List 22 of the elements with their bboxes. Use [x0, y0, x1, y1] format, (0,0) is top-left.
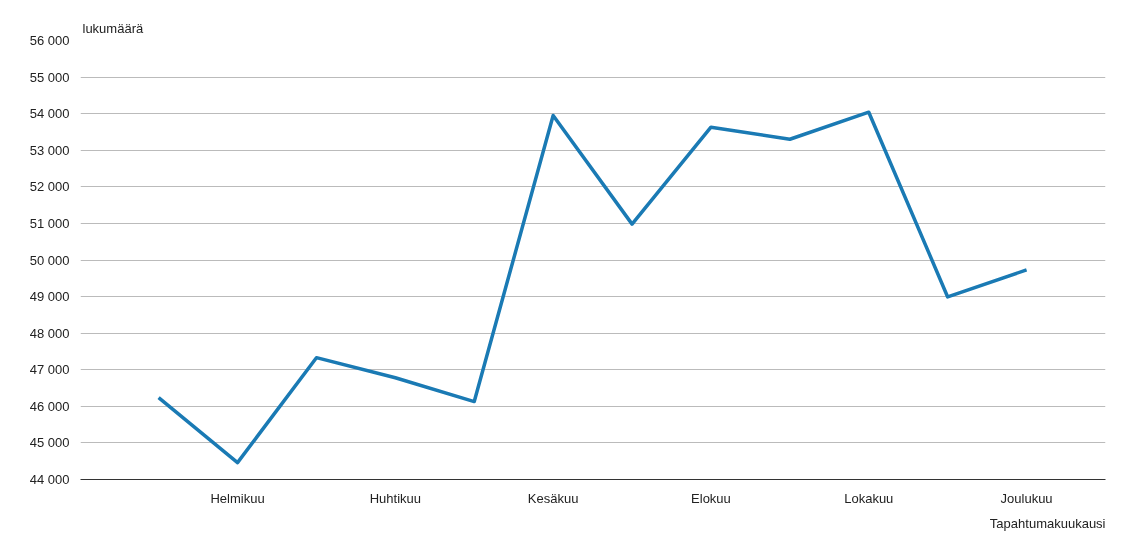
y-tick-label: 51 000	[29, 215, 70, 231]
x-tick-label: Kesäkuu	[527, 490, 579, 506]
y-tick-label: 55 000	[29, 69, 70, 85]
y-tick-label: 53 000	[29, 142, 70, 158]
line-series	[156, 110, 1029, 465]
x-tick-label: Huhtikuu	[369, 490, 421, 506]
y-tick-label: 44 000	[29, 472, 70, 487]
x-tick-label: Helmikuu	[210, 490, 265, 506]
y-tick-label: 47 000	[29, 362, 70, 378]
x-tick-label: Lokakuu	[844, 490, 894, 506]
x-axis-title: Tapahtumakuukausi	[989, 515, 1106, 531]
y-tick-label: 52 000	[29, 179, 70, 195]
x-tick-label: Joulukuu	[1000, 490, 1053, 506]
y-tick-label: 45 000	[29, 435, 70, 451]
y-tick-label: 56 000	[29, 33, 70, 48]
y-tick-label: 48 000	[29, 325, 70, 341]
x-tick-label: Elokuu	[691, 490, 731, 506]
y-tick-label: 50 000	[29, 252, 70, 268]
y-tick-label: 46 000	[29, 398, 70, 414]
y-tick-label: 54 000	[29, 106, 70, 122]
y-axis-title: lukumäärä	[82, 20, 144, 36]
y-tick-label: 49 000	[29, 289, 70, 305]
